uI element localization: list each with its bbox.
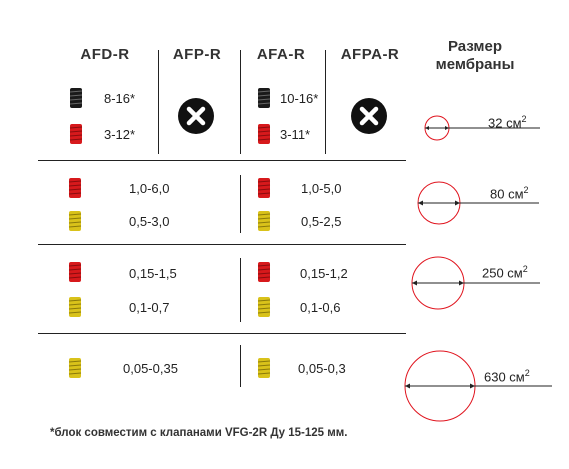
afd-red-range: 1,0-6,0: [129, 181, 170, 196]
header-afa: AFA-R: [256, 46, 306, 63]
divider-vertical: [325, 50, 326, 154]
not-available-icon: [351, 98, 387, 134]
black-spring-icon: [69, 87, 83, 109]
header-afd: AFD-R: [80, 46, 130, 63]
yellow-spring-icon: [68, 210, 82, 232]
yellow-spring-icon: [68, 296, 82, 318]
red-spring-icon: [68, 177, 82, 199]
red-spring-icon: [68, 261, 82, 283]
afa-yellow-range: 0,5-2,5: [301, 214, 342, 229]
not-available-icon: [178, 98, 214, 134]
divider-horizontal: [38, 160, 406, 161]
divider-horizontal: [38, 244, 406, 245]
divider-vertical: [158, 50, 159, 154]
membrane-32-diagram: [424, 115, 540, 141]
red-spring-icon: [257, 177, 271, 199]
divider-vertical: [240, 258, 241, 322]
divider-horizontal: [38, 333, 406, 334]
header-membrane-line2: мембраны: [435, 56, 515, 73]
red-spring-icon: [257, 123, 271, 145]
yellow-spring-icon: [257, 357, 271, 379]
afa-red-range: 1,0-5,0: [301, 181, 342, 196]
membrane-80-area: 80 см2: [490, 185, 529, 202]
yellow-spring-icon: [257, 210, 271, 232]
afd-red-range: 3-12*: [104, 127, 136, 142]
red-spring-icon: [257, 261, 271, 283]
header-afpa: AFPA-R: [340, 46, 400, 63]
afd-yellow-range: 0,05-0,35: [123, 361, 178, 376]
afa-yellow-range: 0,1-0,6: [300, 300, 341, 315]
afa-red-range: 3-11*: [280, 127, 311, 142]
membrane-80-diagram: [417, 181, 539, 225]
divider-vertical: [240, 50, 241, 154]
yellow-spring-icon: [257, 296, 271, 318]
divider-vertical: [240, 345, 241, 387]
red-spring-icon: [69, 123, 83, 145]
afa-black-range: 10-16*: [280, 91, 319, 106]
membrane-32-area: 32 см2: [488, 114, 527, 131]
membrane-250-diagram: [411, 256, 540, 310]
afd-black-range: 8-16*: [104, 91, 136, 106]
afa-red-range: 0,15-1,2: [300, 266, 348, 281]
header-membrane-line1: Размер: [447, 38, 503, 55]
footnote: *блок совместим с клапанами VFG-2R Ду 15…: [50, 427, 348, 439]
membrane-250-area: 250 см2: [482, 264, 528, 281]
afd-red-range: 0,15-1,5: [129, 266, 177, 281]
afd-yellow-range: 0,1-0,7: [129, 300, 170, 315]
divider-vertical: [240, 175, 241, 233]
membrane-630-area: 630 см2: [484, 368, 530, 385]
afd-yellow-range: 0,5-3,0: [129, 214, 170, 229]
afa-yellow-range: 0,05-0,3: [298, 361, 346, 376]
header-afp: AFP-R: [172, 46, 222, 63]
black-spring-icon: [257, 87, 271, 109]
yellow-spring-icon: [68, 357, 82, 379]
membrane-630-diagram: [404, 350, 552, 422]
